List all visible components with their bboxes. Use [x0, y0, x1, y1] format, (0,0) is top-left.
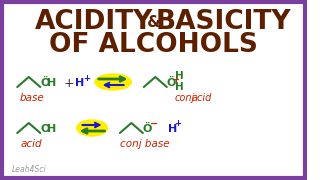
Text: H: H [75, 78, 84, 88]
Text: H: H [47, 124, 56, 134]
Text: conj: conj [174, 93, 195, 103]
Text: conj base: conj base [120, 139, 170, 149]
Text: O: O [40, 124, 50, 134]
Text: Ö: Ö [167, 78, 176, 88]
Text: acid: acid [192, 93, 212, 103]
Text: &: & [141, 15, 165, 30]
Text: ACIDITY: ACIDITY [35, 9, 153, 35]
Text: +: + [64, 76, 74, 89]
Text: −: − [149, 119, 158, 129]
Text: Leah4Sci: Leah4Sci [12, 165, 46, 174]
Text: Ö: Ö [40, 78, 50, 88]
Text: +: + [174, 118, 181, 127]
Text: BASICITY: BASICITY [155, 9, 291, 35]
Text: H: H [175, 71, 184, 81]
Ellipse shape [77, 120, 108, 136]
Text: Ö: Ö [143, 124, 152, 134]
Text: +: + [172, 75, 180, 84]
Ellipse shape [95, 74, 131, 90]
Text: OF ALCOHOLS: OF ALCOHOLS [49, 32, 258, 58]
Text: H: H [175, 82, 184, 92]
Text: H: H [47, 78, 56, 88]
Text: acid: acid [21, 139, 43, 149]
Text: +: + [83, 73, 90, 82]
Text: H: H [168, 124, 177, 134]
Text: base: base [19, 93, 44, 103]
